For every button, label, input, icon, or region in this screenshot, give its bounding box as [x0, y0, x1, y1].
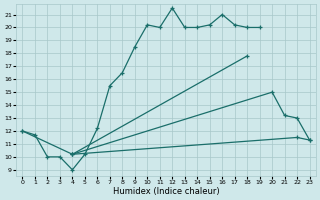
X-axis label: Humidex (Indice chaleur): Humidex (Indice chaleur) — [113, 187, 219, 196]
